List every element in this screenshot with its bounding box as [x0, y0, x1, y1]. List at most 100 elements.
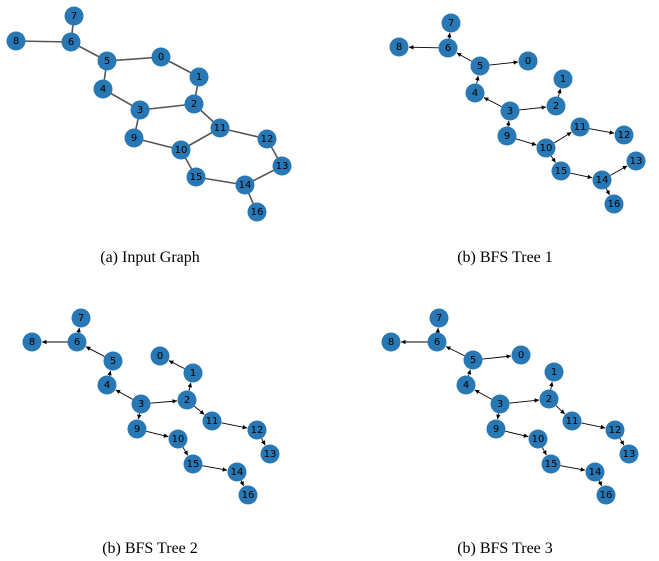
node-circle: [429, 308, 449, 328]
node-4: 4: [93, 79, 113, 99]
node-label: 0: [158, 52, 164, 63]
node-10: 10: [171, 140, 191, 160]
node-label: 11: [214, 123, 227, 134]
node-circle: [381, 332, 401, 352]
node-label: 14: [239, 180, 252, 191]
node-label: 7: [78, 313, 84, 324]
node-1: 1: [183, 363, 203, 383]
node-15: 15: [183, 454, 203, 474]
edge-5-6: [85, 346, 105, 357]
node-label: 6: [68, 37, 74, 48]
node-circle: [93, 79, 113, 99]
node-label: 4: [100, 84, 106, 95]
node-8: 8: [389, 37, 409, 57]
node-1: 1: [553, 69, 573, 89]
edge-3-9: [496, 413, 501, 420]
node-8: 8: [381, 332, 401, 352]
node-label: 2: [191, 99, 197, 110]
node-circle: [470, 56, 490, 76]
node-11: 11: [570, 117, 590, 137]
node-label: 2: [553, 101, 559, 112]
edge-9-10: [505, 430, 529, 438]
node-circle: [490, 394, 510, 414]
edge-9-10: [146, 430, 169, 438]
edge-15-14: [560, 465, 586, 472]
node-7: 7: [71, 308, 91, 328]
node-label: 4: [463, 380, 469, 391]
node-label: 3: [138, 399, 144, 410]
node-label: 11: [574, 122, 587, 133]
node-15: 15: [541, 454, 561, 474]
node-15: 15: [551, 161, 571, 181]
node-3: 3: [500, 101, 520, 121]
edge-15-14: [202, 465, 228, 472]
edge-6-7: [447, 32, 452, 39]
node-2: 2: [177, 390, 197, 410]
edge-14-16: [597, 480, 603, 487]
node-label: 11: [566, 416, 579, 427]
node-circle: [518, 51, 538, 71]
node-circle: [247, 420, 267, 440]
node-circle: [438, 38, 458, 58]
node-label: 7: [448, 18, 454, 29]
node-circle: [500, 101, 520, 121]
caption-bfs-tree-2: (b) BFS Tree 2: [102, 540, 198, 557]
node-label: 9: [493, 424, 499, 435]
node-5: 5: [463, 350, 483, 370]
node-7: 7: [429, 308, 449, 328]
node-11: 11: [210, 118, 230, 138]
node-circle: [6, 31, 26, 51]
node-label: 2: [184, 395, 190, 406]
node-circle: [539, 389, 559, 409]
node-10: 10: [536, 138, 556, 158]
node-label: 16: [608, 199, 621, 210]
node-label: 16: [251, 207, 264, 218]
node-13: 13: [619, 444, 639, 464]
node-label: 13: [630, 156, 643, 167]
node-label: 8: [29, 337, 35, 348]
edge-10-15: [182, 446, 189, 456]
node-circle: [486, 419, 506, 439]
node-16: 16: [247, 202, 267, 222]
node-0: 0: [518, 51, 538, 71]
edge-2-11: [193, 405, 205, 415]
edge-6-7: [76, 327, 81, 333]
node-5: 5: [97, 51, 117, 71]
edge-14-16: [239, 480, 245, 487]
node-9: 9: [127, 419, 147, 439]
node-label: 0: [525, 56, 531, 67]
node-circle: [427, 332, 447, 352]
node-label: 7: [436, 313, 442, 324]
node-circle: [551, 161, 571, 181]
node-3: 3: [490, 394, 510, 414]
node-circle: [184, 94, 204, 114]
node-circle: [614, 125, 634, 145]
edge-5-0: [482, 354, 512, 360]
node-circle: [626, 151, 646, 171]
node-circle: [97, 375, 117, 395]
node-label: 12: [261, 134, 274, 145]
node-circle: [64, 6, 84, 26]
edge-11-12: [581, 422, 606, 430]
node-circle: [441, 13, 461, 33]
node-15: 15: [186, 167, 206, 187]
node-label: 9: [131, 133, 137, 144]
node-circle: [544, 362, 564, 382]
node-10: 10: [168, 429, 188, 449]
node-5: 5: [103, 351, 123, 371]
node-circle: [131, 394, 151, 414]
node-circle: [497, 126, 517, 146]
node-13: 13: [626, 151, 646, 171]
node-circle: [541, 454, 561, 474]
node-3: 3: [130, 100, 150, 120]
node-0: 0: [150, 346, 170, 366]
edge-10-15: [541, 447, 547, 456]
node-label: 3: [507, 106, 513, 117]
node-6: 6: [67, 332, 87, 352]
node-label: 12: [251, 425, 264, 436]
node-circle: [186, 167, 206, 187]
node-label: 15: [555, 166, 568, 177]
node-label: 14: [596, 175, 609, 186]
